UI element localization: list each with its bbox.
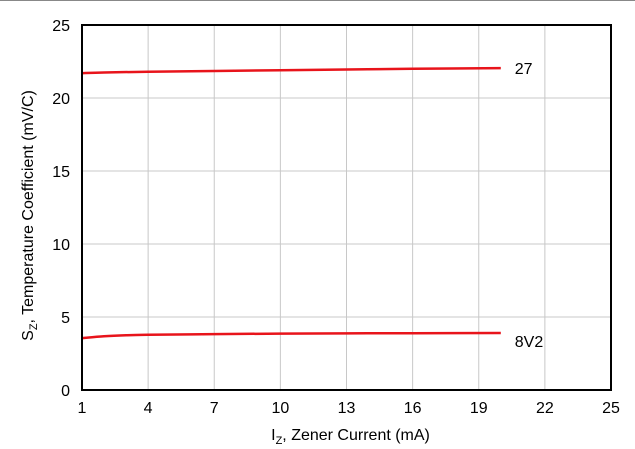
plot-frame xyxy=(81,24,612,391)
x-tick-label-4: 13 xyxy=(338,400,356,417)
x-axis-title: IZ, Zener Current (mA) xyxy=(271,427,430,447)
y-axis-title-rest: , Temperature Coefficient (mV/C) xyxy=(20,90,37,323)
y-tick-label-5: 25 xyxy=(52,18,70,35)
x-tick-label-1: 4 xyxy=(144,400,153,417)
y-tick-labels: 0 5 10 15 20 25 xyxy=(52,18,70,400)
series-label-0: 27 xyxy=(515,61,533,78)
y-tick-label-4: 20 xyxy=(52,91,70,108)
x-tick-label-3: 10 xyxy=(271,400,289,417)
x-axis-title-rest: , Zener Current (mA) xyxy=(282,427,430,444)
series-line-0 xyxy=(81,66,501,75)
x-tick-label-8: 25 xyxy=(602,400,620,417)
series-line-1 xyxy=(81,331,501,340)
y-tick-label-1: 5 xyxy=(61,310,70,327)
x-tick-label-5: 16 xyxy=(404,400,422,417)
x-tick-label-6: 19 xyxy=(470,400,488,417)
series-labels: 27 8V2 xyxy=(515,61,544,351)
series-label-1: 8V2 xyxy=(515,334,544,351)
series-lines xyxy=(81,66,501,340)
x-tick-labels: 1 4 7 10 13 16 19 22 25 xyxy=(78,400,620,417)
x-tick-label-7: 22 xyxy=(536,400,554,417)
x-axis-title-subscript: Z xyxy=(276,435,283,447)
x-tick-label-2: 7 xyxy=(210,400,219,417)
y-tick-label-2: 10 xyxy=(52,237,70,254)
y-tick-label-0: 0 xyxy=(61,383,70,400)
y-axis-title-subscript: Z xyxy=(28,323,40,330)
x-tick-label-0: 1 xyxy=(78,400,87,417)
y-tick-label-3: 15 xyxy=(52,164,70,181)
y-axis-title-main: S xyxy=(20,330,37,341)
top-border-rule xyxy=(0,0,635,1)
y-axis-title: SZ, Temperature Coefficient (mV/C) xyxy=(20,90,40,341)
x-axis-title-main: I xyxy=(271,427,275,444)
